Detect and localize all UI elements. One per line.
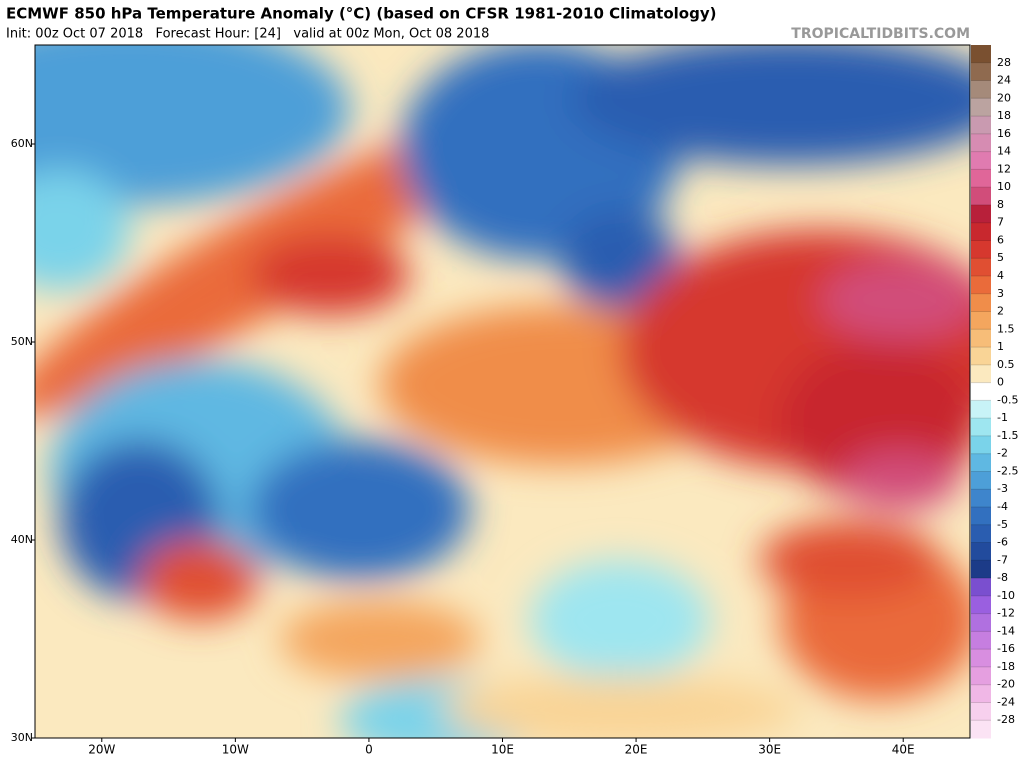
colorbar-bin [971, 222, 991, 241]
colorbar-bin [971, 453, 991, 472]
colorbar-bin [971, 258, 991, 277]
colorbar-label: -5 [997, 518, 1008, 531]
colorbar-label: -6 [997, 536, 1008, 549]
colorbar-label: 16 [997, 127, 1011, 140]
colorbar-label: -1.5 [997, 429, 1018, 442]
title: ECMWF 850 hPa Temperature Anomaly (°C) (… [6, 5, 716, 23]
colorbar-bin [971, 133, 991, 153]
colorbar-bin [971, 684, 991, 703]
colorbar-bin [971, 418, 991, 437]
colorbar-label: 1 [997, 340, 1004, 353]
colorbar-label: -16 [997, 642, 1015, 655]
colorbar-label: -24 [997, 695, 1015, 708]
colorbar-bin [971, 400, 991, 419]
colorbar-label: -1 [997, 411, 1008, 424]
source: TROPICALTIDBITS.COM [791, 26, 970, 42]
subtitle: Init: 00z Oct 07 2018 Forecast Hour: [24… [6, 27, 489, 42]
colorbar-label: -12 [997, 607, 1015, 620]
colorbar-bin [971, 240, 991, 259]
colorbar-label: -7 [997, 553, 1008, 566]
colorbar-label: -3 [997, 482, 1008, 495]
colorbar-label: -0.5 [997, 393, 1018, 406]
colorbar-bin [971, 507, 991, 526]
colorbar-label: 1.5 [997, 322, 1015, 335]
colorbar-bin [971, 80, 991, 99]
colorbar-bin [971, 45, 991, 64]
colorbar-label: 14 [997, 145, 1011, 158]
colorbar-bin [971, 613, 991, 632]
colorbar-bin [971, 649, 991, 668]
colorbar-bin [971, 524, 991, 544]
colorbar-label: 6 [997, 233, 1004, 246]
x-tick-label: 20E [625, 743, 648, 757]
colorbar-label: 0 [997, 376, 1004, 389]
colorbar-bin [971, 311, 991, 330]
colorbar-bin [971, 276, 991, 295]
colorbar-bin [971, 204, 991, 224]
colorbar-label: -2.5 [997, 464, 1018, 477]
colorbar-label: -14 [997, 624, 1015, 637]
y-tick-label: 40N [11, 533, 33, 546]
colorbar-bin [971, 169, 991, 188]
anomaly-field [35, 45, 970, 738]
colorbar-label: 4 [997, 269, 1004, 282]
colorbar-label: 12 [997, 162, 1011, 175]
colorbar-bin [971, 595, 991, 615]
colorbar-label: 0.5 [997, 358, 1015, 371]
colorbar-bin [971, 187, 991, 206]
colorbar-bin [971, 702, 991, 721]
colorbar-label: 24 [997, 74, 1011, 87]
colorbar-label: -4 [997, 500, 1008, 513]
colorbar-bin [971, 293, 991, 313]
colorbar-bin [971, 435, 991, 455]
colorbar-bin [971, 720, 991, 739]
colorbar-label: 28 [997, 56, 1011, 69]
colorbar-label: -2 [997, 447, 1008, 460]
colorbar-bin [971, 116, 991, 135]
colorbar-label: 2 [997, 305, 1004, 318]
colorbar-bin [971, 364, 991, 384]
colorbar-label: -28 [997, 713, 1015, 726]
colorbar-label: -20 [997, 678, 1015, 691]
colorbar-bin [971, 151, 991, 170]
colorbar-label: -18 [997, 660, 1015, 673]
colorbar-label: 20 [997, 91, 1011, 104]
colorbar-bin [971, 329, 991, 348]
x-tick-label: 20W [88, 743, 115, 757]
colorbar-bin [971, 489, 991, 508]
colorbar-bin [971, 382, 991, 401]
x-tick-label: 10E [491, 743, 514, 757]
y-tick-label: 50N [11, 335, 33, 348]
colorbar-label: 18 [997, 109, 1011, 122]
colorbar-bin [971, 578, 991, 597]
y-tick-label: 30N [11, 731, 33, 744]
x-tick-label: 40E [892, 743, 915, 757]
colorbar-label: 10 [997, 180, 1011, 193]
colorbar-label: 7 [997, 216, 1004, 229]
colorbar-bin [971, 542, 991, 561]
colorbar-bin [971, 471, 991, 490]
colorbar-bin [971, 347, 991, 366]
colorbar-bin [971, 62, 991, 82]
colorbar-label: -10 [997, 589, 1015, 602]
colorbar-bin [971, 98, 991, 117]
colorbar-bin [971, 560, 991, 579]
y-tick-label: 60N [11, 137, 33, 150]
x-tick-label: 30E [758, 743, 781, 757]
colorbar-label: 8 [997, 198, 1004, 211]
x-tick-label: 10W [222, 743, 249, 757]
colorbar-label: 3 [997, 287, 1004, 300]
colorbar-label: -8 [997, 571, 1008, 584]
x-tick-label: 0 [365, 743, 373, 757]
colorbar-label: 5 [997, 251, 1004, 264]
colorbar-bin [971, 666, 991, 686]
colorbar-bin [971, 631, 991, 650]
